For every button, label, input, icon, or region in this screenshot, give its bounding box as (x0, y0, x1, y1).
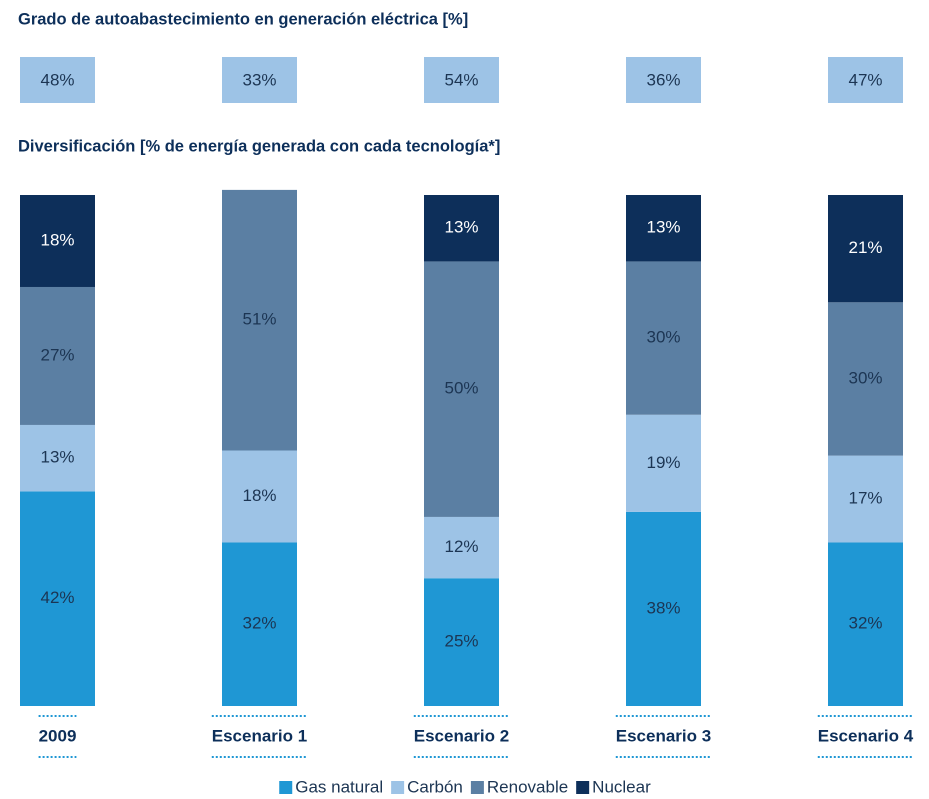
value-label: 32% (848, 614, 882, 633)
bar-segment (424, 261, 499, 517)
value-label: 13% (646, 218, 680, 237)
value-label: 30% (646, 328, 680, 347)
legend-swatch (576, 781, 590, 794)
tile-label: 54% (444, 70, 478, 89)
bar-segment (222, 450, 297, 543)
legend-swatch (391, 781, 405, 794)
bar-segment (222, 189, 297, 451)
tile (20, 57, 95, 103)
value-label: 38% (646, 598, 680, 617)
value-label: 13% (444, 218, 478, 237)
value-label: 13% (40, 448, 74, 467)
value-label: 50% (444, 379, 478, 398)
bar-segment (20, 195, 95, 287)
tile-label: 48% (40, 70, 74, 89)
bar-segment (20, 286, 95, 425)
bar-segment (626, 511, 701, 706)
bar-segment (424, 516, 499, 579)
legend-label: Renovable (487, 777, 568, 796)
bar-segment (424, 195, 499, 262)
value-label: 18% (242, 486, 276, 505)
bar-segment (626, 414, 701, 512)
legend-swatch (470, 781, 484, 794)
chart-title: Grado de autoabastecimiento en generació… (18, 10, 468, 28)
value-label: 42% (40, 588, 74, 607)
bar-segment (626, 261, 701, 415)
value-label: 19% (646, 453, 680, 472)
bar-segment (222, 542, 297, 706)
bar-segment (626, 195, 701, 262)
tile (424, 57, 499, 103)
bar-segment (424, 578, 499, 706)
tile-label: 36% (646, 70, 680, 89)
tile-label: 33% (242, 70, 276, 89)
bar-segment (828, 195, 903, 303)
bar-segment (20, 491, 95, 706)
value-label: 12% (444, 537, 478, 556)
x-tick-label: Escenario 1 (212, 726, 307, 745)
tile (626, 57, 701, 103)
tile (222, 57, 297, 103)
value-label: 30% (848, 368, 882, 387)
x-tick-label: Escenario 4 (818, 726, 914, 745)
value-label: 32% (242, 614, 276, 633)
bar-segment (828, 455, 903, 543)
value-label: 51% (242, 310, 276, 329)
legend-label: Nuclear (592, 777, 651, 796)
legend-label: Carbón (407, 777, 463, 796)
legend-label: Gas natural (295, 777, 383, 796)
tile (828, 57, 903, 103)
legend: Gas natural Carbón Renovable Nuclear (279, 777, 651, 796)
value-label: 21% (848, 238, 882, 257)
x-tick-label: Escenario 3 (616, 726, 711, 745)
value-label: 18% (40, 230, 74, 249)
bar-segment (828, 302, 903, 456)
tile-label: 47% (848, 70, 882, 89)
bar-segment (20, 424, 95, 492)
x-tick-label: Escenario 2 (414, 726, 509, 745)
legend-swatch (279, 781, 293, 794)
bar-segment (828, 542, 903, 706)
x-tick-label: 2009 (39, 726, 77, 745)
value-label: 25% (444, 632, 478, 651)
chart-title: Diversificación [% de energía generada c… (18, 137, 500, 155)
value-label: 17% (848, 489, 882, 508)
value-label: 27% (40, 345, 74, 364)
